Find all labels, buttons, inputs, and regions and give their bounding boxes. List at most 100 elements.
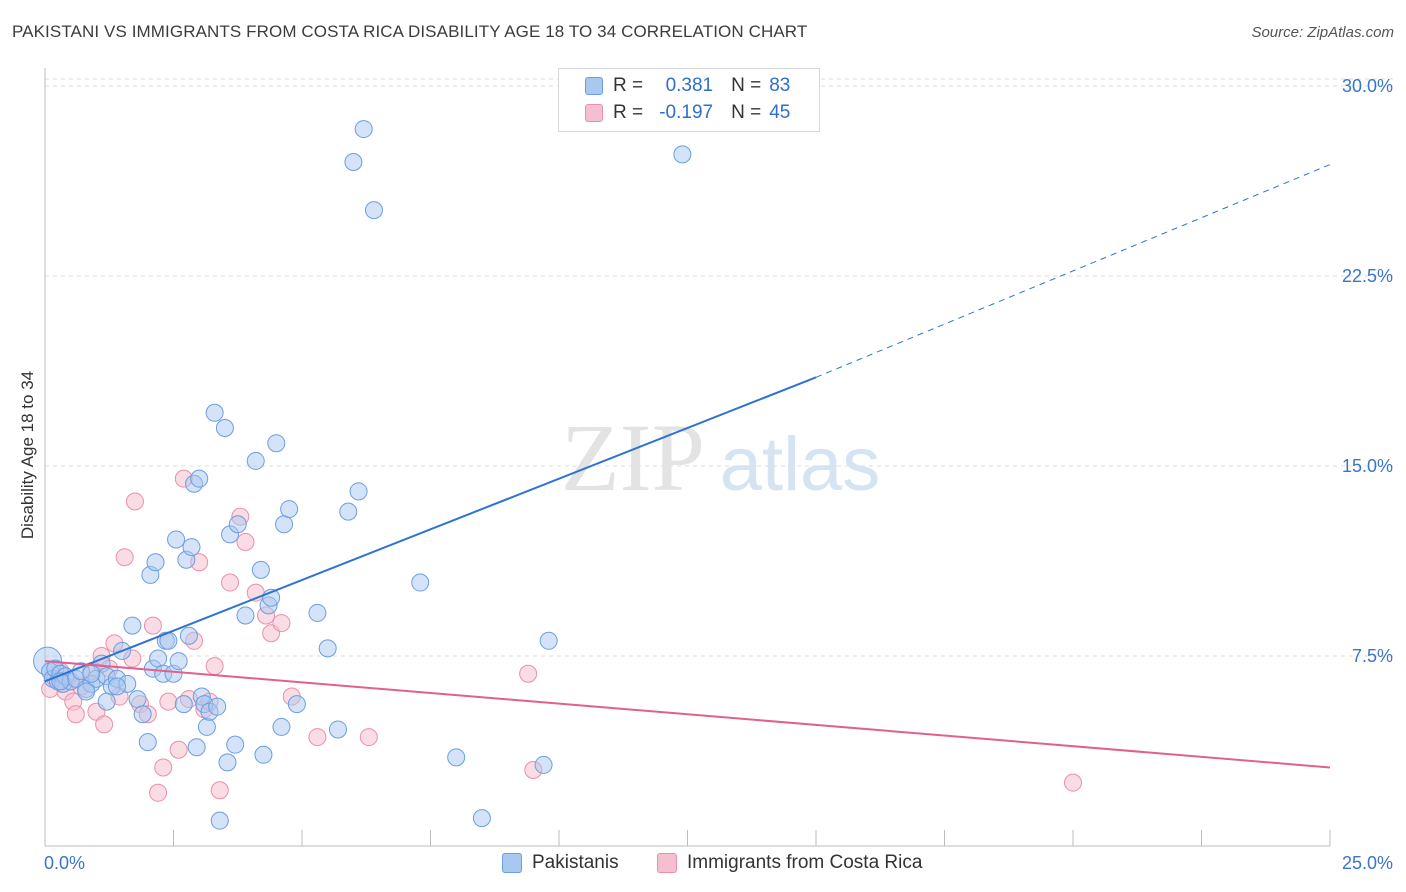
data-point-pakistanis <box>308 603 327 622</box>
data-point-pakistanis <box>328 720 347 739</box>
data-point-costa-rica <box>1064 773 1082 792</box>
legend-swatch-blue <box>502 853 522 873</box>
data-point-pakistanis <box>182 538 201 557</box>
data-point-pakistanis <box>174 695 193 714</box>
chart-title: PAKISTANI VS IMMIGRANTS FROM COSTA RICA … <box>12 22 808 41</box>
data-point-pakistanis <box>197 717 216 736</box>
data-point-costa-rica <box>154 758 173 777</box>
data-point-pakistanis <box>280 500 299 519</box>
data-point-pakistanis <box>354 120 373 139</box>
data-point-costa-rica <box>66 705 85 724</box>
data-point-pakistanis <box>107 677 126 696</box>
y-tick-label: 15.0% <box>1342 456 1393 476</box>
data-point-pakistanis <box>77 682 96 701</box>
legend-r-label: R = <box>613 75 644 96</box>
data-point-costa-rica <box>205 657 224 676</box>
data-point-pakistanis <box>218 753 237 772</box>
data-point-costa-rica <box>210 781 229 800</box>
legend-r-value: -0.197 <box>659 102 714 123</box>
data-point-pakistanis <box>138 733 157 752</box>
legend-r-value: 0.381 <box>665 75 714 96</box>
data-point-pakistanis <box>228 515 247 534</box>
data-point-pakistanis <box>339 502 358 521</box>
data-point-pakistanis <box>149 649 168 668</box>
data-point-pakistanis <box>128 690 147 709</box>
trend-line-pakistanis-projection <box>815 164 1331 378</box>
legend-label-pakistanis: Pakistanis <box>532 852 619 873</box>
y-tick-label: 30.0% <box>1342 76 1393 96</box>
data-point-pakistanis <box>123 616 142 635</box>
data-point-pakistanis <box>146 553 165 572</box>
legend-r-label: R = <box>613 102 644 123</box>
data-point-costa-rica <box>149 783 168 802</box>
data-point-pakistanis <box>287 695 306 714</box>
data-point-pakistanis <box>215 419 234 437</box>
trend-lines <box>44 164 1331 769</box>
legend-swatch-pink <box>585 104 603 122</box>
trend-line-pakistanis <box>44 376 817 683</box>
data-point-pakistanis <box>246 451 265 470</box>
watermark-atlas: atlas <box>720 422 881 507</box>
legend-swatch-pink <box>657 853 677 873</box>
data-point-costa-rica <box>115 548 134 567</box>
data-point-costa-rica <box>308 728 327 747</box>
data-point-pakistanis <box>210 811 229 830</box>
data-point-pakistanis <box>539 631 558 650</box>
y-tick-label: 22.5% <box>1342 266 1393 286</box>
series-legend: Pakistanis Immigrants from Costa Rica <box>0 852 1406 878</box>
grid-lines <box>45 78 1395 657</box>
correlation-legend: R = 0.381 N = 83 R = -0.197 N = 45 <box>558 68 820 132</box>
data-point-pakistanis <box>267 434 286 453</box>
data-point-pakistanis <box>187 738 206 757</box>
data-point-pakistanis <box>673 145 692 164</box>
legend-label-costa-rica: Immigrants from Costa Rica <box>687 852 923 873</box>
watermark-zip: ZIP <box>561 404 705 511</box>
data-point-costa-rica <box>169 740 188 759</box>
data-point-pakistanis <box>472 809 491 828</box>
data-point-costa-rica <box>159 692 178 711</box>
data-point-pakistanis <box>208 697 227 716</box>
data-point-costa-rica <box>359 728 378 747</box>
data-point-pakistanis <box>167 530 186 549</box>
data-point-pakistanis <box>179 626 198 645</box>
data-point-costa-rica <box>519 664 538 683</box>
tick-labels: 7.5% 15.0% 22.5% 30.0% 0.0% 25.0% <box>44 76 1393 873</box>
legend-n-value: 83 <box>769 75 791 96</box>
legend-n-label: N = <box>731 75 762 96</box>
x-tick-label: 25.0% <box>1342 853 1393 873</box>
data-point-costa-rica <box>272 614 291 633</box>
data-point-costa-rica <box>95 715 114 734</box>
trend-line-costa-rica <box>44 660 1331 769</box>
data-point-costa-rica <box>125 492 144 511</box>
data-point-pakistanis <box>190 469 209 488</box>
legend-swatch-blue <box>585 77 603 95</box>
legend-item-costa-rica: Immigrants from Costa Rica <box>657 852 922 874</box>
x-tick-label: 0.0% <box>44 853 85 873</box>
legend-n-label: N = <box>731 102 762 123</box>
series-pakistanis <box>33 120 692 830</box>
data-point-pakistanis <box>364 201 383 220</box>
data-point-pakistanis <box>534 755 553 774</box>
data-point-pakistanis <box>97 692 116 711</box>
data-point-pakistanis <box>447 748 466 767</box>
data-point-pakistanis <box>411 573 430 592</box>
legend-n-value: 45 <box>769 102 791 123</box>
legend-row-costa-rica: R = -0.197 N = 45 <box>585 100 790 126</box>
data-point-costa-rica <box>236 533 255 551</box>
data-point-pakistanis <box>226 735 245 754</box>
data-point-pakistanis <box>318 639 337 658</box>
source-credit: Source: ZipAtlas.com <box>1251 24 1394 41</box>
data-point-pakistanis <box>254 745 273 764</box>
data-point-pakistanis <box>169 652 188 671</box>
data-point-pakistanis <box>344 153 363 171</box>
data-point-costa-rica <box>221 573 240 592</box>
data-point-costa-rica <box>143 616 162 635</box>
legend-row-pakistanis: R = 0.381 N = 83 <box>585 73 790 99</box>
data-point-pakistanis <box>133 705 152 724</box>
data-point-pakistanis <box>236 606 255 625</box>
data-point-pakistanis <box>82 664 101 683</box>
data-point-pakistanis <box>275 515 294 534</box>
data-point-pakistanis <box>272 717 291 736</box>
watermark: ZIP atlas <box>561 404 880 511</box>
